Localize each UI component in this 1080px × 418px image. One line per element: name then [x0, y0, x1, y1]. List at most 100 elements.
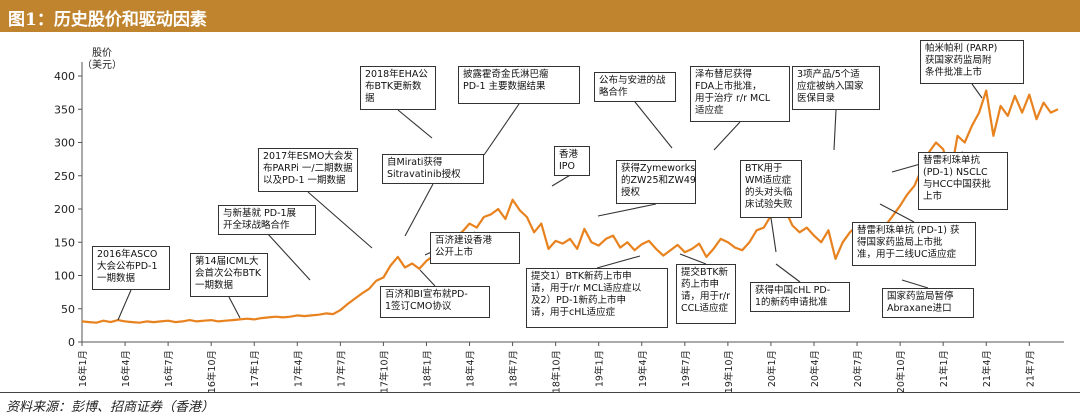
annotation-line: (PD-1) NSCLC — [923, 167, 988, 178]
y-tick-label: 0 — [68, 336, 75, 349]
stock-price-chart: 股价（美元） 0 50 100 150 200 250 300 350 400 16年1月 16年4月… — [54, 47, 1064, 392]
event-annotation: 公布与安进的战 略合作 — [594, 72, 676, 102]
x-tick-label: 16年4月 — [120, 350, 132, 387]
annotation-line: 一期数据 — [195, 280, 234, 291]
event-annotation: 获得Zymeworks 的ZW25和ZW49 授权 — [616, 160, 696, 204]
event-annotation: BTK用于 WM适应症 的头对头临 床试验失败 — [740, 160, 802, 218]
x-tick-label: 20年4月 — [809, 350, 821, 387]
annotation-line: 泽布替尼获得 — [695, 69, 753, 80]
annotation-pointer — [397, 109, 433, 139]
annotation-pointer — [901, 279, 929, 289]
x-tick-label: 17年1月 — [249, 350, 261, 387]
y-tick-label: 250 — [54, 170, 75, 183]
event-annotation: 提交BTK新 药上市申 请，用于r/r CCL适应症 — [676, 264, 736, 324]
source-note: 资料来源：彭博、招商证券（香港） — [6, 400, 215, 415]
annotation-line: 香港 — [559, 149, 579, 160]
y-tick-label: 50 — [61, 303, 75, 316]
event-annotation: 国家药监局暂停 Abraxane进口 — [882, 288, 974, 318]
y-tick-label: 400 — [54, 70, 75, 83]
annotation-line: 替雷利珠单抗 (PD-1) 获 — [857, 225, 960, 236]
annotation-line: 3项产品/5个适 — [797, 69, 860, 80]
annotation-line: 上市 — [923, 191, 943, 202]
y-tick-label: 100 — [54, 270, 75, 283]
source-divider — [0, 392, 1080, 393]
annotation-pointer — [971, 83, 983, 99]
annotation-line: 及2）PD-1新药上市申 — [531, 295, 627, 306]
event-annotation: 替雷利珠单抗 (PD-1) 获得国家药监局上市批 准，用于二线UC适应症 — [852, 222, 976, 266]
annotation-line: 开全球战略合作 — [223, 220, 290, 231]
x-tick-label: 18年4月 — [465, 350, 477, 387]
annotation-line: 与HCC中国获批 — [923, 179, 991, 190]
event-annotation: 替雷利珠单抗 (PD-1) NSCLC 与HCC中国获批 上市 — [918, 152, 1008, 210]
y-tick-label: 150 — [54, 236, 75, 249]
annotation-pointer — [228, 296, 241, 319]
annotation-line: 以及PD-1 一期数据 — [263, 175, 346, 186]
y-tick-label: 200 — [54, 203, 75, 216]
annotation-line: 布PARPi 一/二期数据 — [263, 163, 353, 174]
annotation-line: 据 — [365, 93, 375, 104]
x-tick-label: 19年7月 — [680, 350, 692, 387]
x-tick-label: 16年10月 — [206, 350, 218, 392]
annotation-line: 床试验失败 — [745, 199, 793, 210]
annotation-line: 略合作 — [599, 87, 628, 98]
annotation-line: 医保目录 — [797, 93, 836, 104]
x-tick-label: 17年7月 — [335, 350, 347, 387]
annotation-line: WM适应症 — [745, 175, 792, 186]
annotation-line: 药上市申 — [681, 279, 720, 290]
annotation-line: 获国家药监局附 — [925, 55, 992, 66]
annotation-line: 百济和BI宣布就PD- — [385, 289, 468, 300]
figure-header: 图1：历史股价和驱动因素 — [0, 0, 1080, 32]
x-tick-label: 17年10月 — [378, 350, 390, 392]
x-tick-label: 20年1月 — [766, 350, 778, 387]
annotation-line: 提交BTK新 — [681, 267, 729, 278]
event-annotation: 自Mirati获得 Sitravatinib授权 — [382, 154, 484, 184]
event-annotation: 香港 IPO — [554, 146, 590, 176]
annotation-line: 应症被纳入国家 — [797, 81, 864, 92]
annotation-pointer — [833, 109, 837, 151]
event-annotation: 与新基就 PD-1展 开全球战略合作 — [218, 205, 316, 235]
annotation-line: 准，用于二线UC适应症 — [857, 249, 957, 260]
x-tick-label: 20年10月 — [895, 350, 907, 392]
annotation-line: 第14届ICML大 — [195, 256, 259, 267]
x-tick-label: 18年7月 — [508, 350, 520, 387]
event-annotation: 百济建设香港 公开上市 — [430, 232, 520, 264]
annotation-line: 国家药监局暂停 — [887, 291, 954, 302]
annotation-line: 1签订CMO协议 — [385, 301, 452, 312]
annotation-pointer — [596, 255, 641, 269]
event-annotation: 第14届ICML大 会首次公布BTK 一期数据 — [190, 253, 268, 297]
annotation-pointer — [419, 269, 436, 287]
annotation-line: 的头对头临 — [745, 187, 793, 198]
x-tick-label: 19年10月 — [723, 350, 735, 392]
x-tick-label: 18年1月 — [421, 350, 433, 387]
event-annotation: 百济和BI宣布就PD- 1签订CMO协议 — [380, 286, 490, 318]
annotation-line: 披露霍奇金氏淋巴瘤 — [463, 69, 549, 80]
annotation-pointer — [597, 203, 657, 217]
x-tick-label: 19年1月 — [594, 350, 606, 387]
x-tick-label: 20年7月 — [852, 350, 864, 387]
annotation-line: IPO — [559, 161, 576, 172]
x-tick-label: 16年1月 — [77, 350, 89, 387]
annotation-pointer — [679, 253, 707, 265]
event-annotation: 披露霍奇金氏淋巴瘤 PD-1 主要数据结果 — [458, 66, 580, 104]
annotation-line: 条件批准上市 — [925, 67, 983, 78]
event-annotation: 泽布替尼获得 FDA上市批准， 用于治疗 r/r MCL 适应症 — [690, 66, 790, 122]
x-tick-label: 21年4月 — [981, 350, 993, 387]
annotation-line: 公布与安进的战 — [599, 75, 666, 86]
annotation-pointer — [266, 232, 311, 281]
figure-title: 图1：历史股价和驱动因素 — [8, 10, 207, 30]
annotation-line: 请，用于r/r MCL适应症以 — [531, 283, 642, 294]
x-tick-label: 19年4月 — [637, 350, 649, 387]
annotation-pointer — [775, 263, 801, 283]
annotation-line: 适应症 — [695, 105, 724, 116]
annotation-pointer — [117, 289, 132, 321]
y-axis-label: 股价 — [92, 47, 112, 59]
annotation-line: 1的新药申请批准 — [755, 297, 828, 308]
annotation-pointer — [551, 173, 573, 187]
annotation-pointer — [483, 103, 520, 156]
event-annotation: 获得中国cHL PD- 1的新药申请批准 — [750, 282, 850, 312]
annotation-pointer — [770, 217, 777, 253]
annotation-line: 与新基就 PD-1展 — [223, 208, 297, 219]
x-tick-label: 17年4月 — [292, 350, 304, 387]
annotation-line: 的ZW25和ZW49 — [621, 175, 696, 186]
annotation-line: 2018年EHA公 — [365, 69, 428, 80]
